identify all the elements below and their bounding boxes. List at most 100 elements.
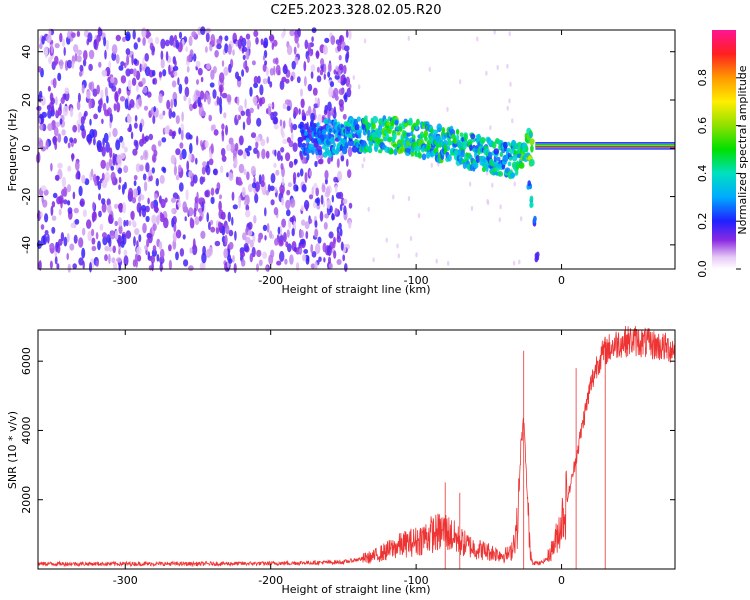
noise-blob	[171, 207, 175, 214]
colorbar-tick-label: 0.2	[696, 212, 709, 230]
noise-blob	[259, 97, 263, 107]
noise-blob	[175, 204, 179, 210]
noise-blob	[89, 118, 92, 126]
noise-blob	[150, 254, 156, 264]
signal-blob	[514, 168, 519, 176]
noise-blob	[199, 207, 202, 216]
noise-blob	[76, 55, 82, 63]
noise-blob	[96, 175, 100, 187]
signal-blob	[473, 161, 479, 169]
noise-blob	[88, 82, 93, 90]
noise-blob	[266, 66, 269, 77]
noise-blob	[60, 232, 65, 242]
signal-blob	[396, 131, 401, 136]
noise-blob	[136, 246, 142, 256]
noise-blob	[268, 34, 275, 42]
noise-blob	[52, 136, 58, 144]
signal-blob	[470, 133, 476, 140]
noise-blob	[275, 64, 281, 76]
noise-blob	[335, 39, 340, 45]
colorbar-tick-label: 0.8	[696, 69, 709, 87]
noise-blob	[56, 263, 60, 270]
noise-blob	[251, 182, 257, 189]
noise-blob	[142, 57, 145, 67]
noise-blob	[285, 241, 289, 248]
noise-blob	[189, 49, 194, 58]
signal-blob	[506, 147, 511, 153]
noise-blob	[165, 51, 169, 62]
noise-blob	[340, 75, 344, 83]
noise-blob	[337, 43, 342, 52]
noise-blob	[152, 78, 155, 85]
noise-blob	[131, 219, 136, 226]
signal-blob	[487, 151, 493, 158]
noise-blob	[193, 53, 197, 62]
noise-blob	[153, 149, 158, 157]
noise-blob	[135, 140, 139, 151]
noise-blob	[244, 98, 247, 109]
noise-blob	[246, 116, 252, 126]
noise-blob	[112, 127, 118, 138]
noise-blob	[182, 234, 186, 240]
noise-blob	[99, 97, 103, 109]
noise-blob	[255, 141, 259, 149]
noise-blob	[206, 63, 211, 70]
noise-blob	[219, 72, 225, 83]
noise-blob	[151, 214, 157, 225]
noise-blob	[153, 106, 156, 113]
noise-blob	[123, 181, 127, 190]
noise-blob	[91, 211, 97, 222]
noise-blob	[179, 153, 183, 161]
noise-blob	[195, 90, 201, 97]
noise-blob	[228, 229, 234, 237]
signal-blob	[365, 144, 369, 150]
noise-blob	[284, 258, 288, 265]
noise-blob	[372, 257, 375, 263]
noise-blob	[320, 194, 324, 205]
y-tick-label: 4000	[20, 416, 33, 444]
noise-blob	[98, 193, 101, 201]
noise-blob	[345, 29, 349, 38]
noise-blob	[57, 133, 62, 143]
noise-blob	[44, 213, 49, 223]
spur-blob	[530, 201, 534, 208]
noise-blob	[124, 146, 128, 153]
noise-blob	[161, 137, 167, 143]
noise-blob	[210, 34, 216, 45]
noise-blob	[173, 70, 178, 77]
signal-blob	[321, 128, 327, 136]
signal-blob	[356, 116, 361, 122]
signal-blob	[321, 144, 327, 150]
noise-blob	[52, 192, 58, 199]
noise-blob	[188, 170, 193, 178]
snr-line-series	[37, 325, 676, 569]
y-tick-label: -20	[20, 188, 33, 206]
noise-blob	[256, 263, 259, 272]
noise-blob	[338, 88, 345, 96]
noise-blob	[78, 237, 84, 248]
noise-blob	[109, 147, 113, 159]
noise-blob	[198, 197, 204, 203]
noise-blob	[256, 249, 262, 258]
noise-blob	[43, 46, 49, 56]
signal-blob	[410, 130, 414, 137]
noise-blob	[209, 44, 213, 52]
noise-blob	[348, 202, 353, 209]
noise-blob	[310, 243, 314, 254]
noise-blob	[40, 224, 45, 230]
noise-blob	[206, 212, 209, 223]
noise-blob	[283, 232, 287, 243]
noise-blob	[136, 254, 142, 262]
noise-blob	[324, 213, 329, 219]
signal-blob	[502, 141, 508, 149]
bottom-plot-frame	[37, 329, 676, 570]
noise-blob	[228, 63, 232, 73]
noise-blob	[66, 184, 72, 193]
noise-blob	[276, 260, 282, 266]
noise-blob	[285, 152, 291, 162]
noise-blob	[246, 39, 251, 50]
noise-blob	[196, 79, 199, 85]
noise-blob	[237, 149, 244, 156]
noise-blob	[321, 184, 326, 193]
noise-blob	[81, 84, 85, 94]
